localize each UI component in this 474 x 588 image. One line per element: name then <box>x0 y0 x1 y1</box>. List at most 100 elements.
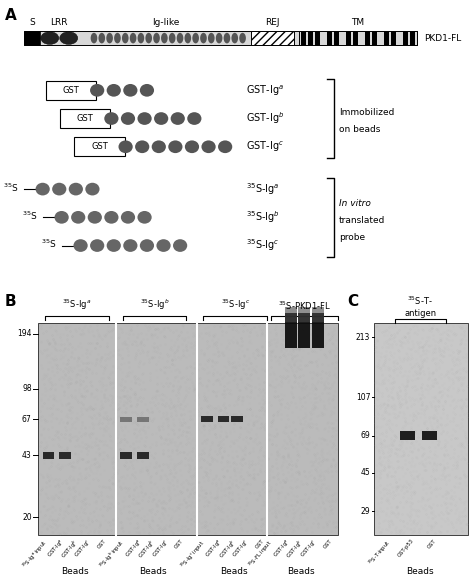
Text: 107: 107 <box>356 393 370 402</box>
Bar <box>285 307 297 322</box>
Text: GST: GST <box>255 538 265 549</box>
Text: GST: GST <box>322 538 333 549</box>
Text: GST: GST <box>97 538 108 549</box>
Ellipse shape <box>161 33 168 44</box>
Ellipse shape <box>140 84 154 96</box>
Bar <box>38 323 338 535</box>
Text: 69: 69 <box>361 431 370 440</box>
FancyBboxPatch shape <box>74 138 125 156</box>
Text: $^{35}$S-T-: $^{35}$S-T- <box>407 295 433 308</box>
Text: GST-Ig$^b$: GST-Ig$^b$ <box>59 538 81 561</box>
Ellipse shape <box>123 239 137 252</box>
Text: GST-Ig$^a$: GST-Ig$^a$ <box>46 538 67 560</box>
Text: 98: 98 <box>22 384 32 393</box>
Bar <box>372 31 377 45</box>
Ellipse shape <box>140 239 154 252</box>
Ellipse shape <box>156 239 171 252</box>
Text: GST-Ig$^a$: GST-Ig$^a$ <box>204 538 225 560</box>
Bar <box>218 416 229 422</box>
Ellipse shape <box>177 33 183 44</box>
Ellipse shape <box>216 33 222 44</box>
Ellipse shape <box>104 112 118 125</box>
Bar <box>298 307 310 322</box>
Text: GST-Ig$^c$: GST-Ig$^c$ <box>73 538 94 560</box>
Bar <box>312 313 324 348</box>
Text: PKD1-FL: PKD1-FL <box>424 34 462 42</box>
Text: GST-p53: GST-p53 <box>397 538 415 558</box>
Ellipse shape <box>218 141 232 153</box>
Bar <box>374 323 467 535</box>
Text: Immobilized: Immobilized <box>339 108 394 118</box>
Ellipse shape <box>71 211 85 223</box>
Bar <box>391 31 396 45</box>
Ellipse shape <box>201 141 216 153</box>
Ellipse shape <box>187 112 201 125</box>
Text: GST-Ig$^a$: GST-Ig$^a$ <box>124 538 145 560</box>
Text: REJ: REJ <box>265 18 280 27</box>
Text: C: C <box>347 294 358 309</box>
Bar <box>201 416 212 422</box>
Bar <box>285 313 297 348</box>
Text: $^{35}$S: $^{35}$S <box>41 238 57 250</box>
Text: $^{35}$S-Ig$^b$ input: $^{35}$S-Ig$^b$ input <box>98 538 128 571</box>
Bar <box>120 452 132 459</box>
Text: $^{35}$S-Ig$^b$: $^{35}$S-Ig$^b$ <box>140 298 169 312</box>
Text: GST-Ig$^b$: GST-Ig$^b$ <box>136 538 158 561</box>
Text: GST: GST <box>77 114 94 123</box>
Ellipse shape <box>90 239 104 252</box>
Ellipse shape <box>91 33 97 44</box>
Ellipse shape <box>224 33 230 44</box>
Ellipse shape <box>69 183 83 195</box>
Text: A: A <box>5 8 17 24</box>
Text: TM: TM <box>351 18 365 27</box>
Bar <box>315 31 320 45</box>
Text: GST-Ig$^c$: GST-Ig$^c$ <box>231 538 252 560</box>
Bar <box>365 31 370 45</box>
Text: 43: 43 <box>22 451 32 460</box>
Text: 213: 213 <box>356 333 370 342</box>
Text: $^{35}$S: $^{35}$S <box>22 210 38 222</box>
Ellipse shape <box>88 211 102 223</box>
Text: GST-Ig$^b$: GST-Ig$^b$ <box>284 538 306 561</box>
Bar <box>308 31 313 45</box>
Ellipse shape <box>137 33 144 44</box>
Ellipse shape <box>239 33 246 44</box>
Ellipse shape <box>60 32 78 45</box>
Text: Beads: Beads <box>287 567 315 576</box>
FancyBboxPatch shape <box>60 109 110 128</box>
Bar <box>421 431 437 440</box>
Ellipse shape <box>104 211 118 223</box>
Text: $^{35}$S-Ig$^a$ input: $^{35}$S-Ig$^a$ input <box>20 538 50 571</box>
Bar <box>312 307 324 322</box>
Text: GST-Ig$^a$: GST-Ig$^a$ <box>272 538 292 560</box>
Text: 29: 29 <box>361 506 370 516</box>
Bar <box>346 31 351 45</box>
Text: probe: probe <box>339 233 365 242</box>
Ellipse shape <box>121 112 135 125</box>
Bar <box>353 31 358 45</box>
Ellipse shape <box>99 33 105 44</box>
Ellipse shape <box>168 141 182 153</box>
Ellipse shape <box>114 33 121 44</box>
Text: Beads: Beads <box>406 567 434 576</box>
Text: $^{35}$S-Ig$^c$: $^{35}$S-Ig$^c$ <box>246 238 280 253</box>
Text: GST-Ig$^c$: GST-Ig$^c$ <box>246 139 284 154</box>
Text: GST-Ig$^b$: GST-Ig$^b$ <box>246 111 285 126</box>
Text: In vitro: In vitro <box>339 199 371 208</box>
Ellipse shape <box>90 84 104 96</box>
Ellipse shape <box>135 141 149 153</box>
Ellipse shape <box>185 141 199 153</box>
Bar <box>301 31 306 45</box>
Bar <box>403 31 408 45</box>
Bar <box>59 452 71 459</box>
Text: Ig-like: Ig-like <box>152 18 180 27</box>
Bar <box>24 31 417 45</box>
Text: $^{35}$S-Ig$^a$: $^{35}$S-Ig$^a$ <box>246 181 280 197</box>
Ellipse shape <box>130 33 137 44</box>
Ellipse shape <box>85 183 100 195</box>
Ellipse shape <box>169 33 175 44</box>
Text: 20: 20 <box>22 513 32 522</box>
Bar <box>43 452 55 459</box>
Ellipse shape <box>107 84 121 96</box>
Bar <box>251 31 294 45</box>
